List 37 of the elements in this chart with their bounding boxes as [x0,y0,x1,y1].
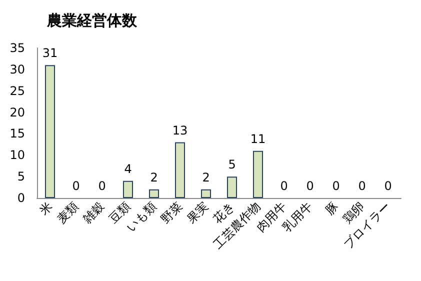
data-label: 31 [42,46,58,60]
bar [149,189,159,198]
data-label: 5 [228,158,236,172]
data-label: 0 [280,179,288,193]
y-tick-label: 35 [10,41,25,55]
x-tick-label: 果実 [184,199,211,226]
data-label: 0 [332,179,340,193]
bar [45,65,55,198]
bar [253,150,263,198]
data-label: 13 [172,123,188,138]
y-tick-label: 15 [10,126,25,141]
data-label: 0 [72,179,80,193]
data-label: 0 [306,179,314,193]
data-label: 0 [358,179,366,193]
y-tick-label: 30 [10,62,25,76]
x-tick-label: 麦類 [54,199,81,226]
y-tick-label: 0 [17,191,25,205]
y-tick-label: 20 [10,105,25,120]
bar [175,142,185,198]
x-tick-label: 豚 [322,199,341,218]
x-tick-label: 豆類 [106,199,133,226]
data-label: 4 [124,162,132,176]
data-label: 0 [384,179,392,193]
y-tick-label: 5 [17,170,25,184]
data-label: 2 [202,170,210,184]
data-label: 2 [150,170,158,184]
data-label: 11 [250,132,266,146]
data-label: 0 [98,179,106,193]
y-tick-label: 25 [10,84,25,98]
y-tick-label: 10 [10,148,25,162]
x-tick-label: 米 [36,199,55,218]
x-tick-label: 野菜 [158,199,185,226]
bar [227,176,237,198]
chart-title: 農業経営体数 [46,12,138,30]
bar [123,180,133,198]
bar [201,189,211,198]
x-tick-label: 雑穀 [80,199,107,226]
